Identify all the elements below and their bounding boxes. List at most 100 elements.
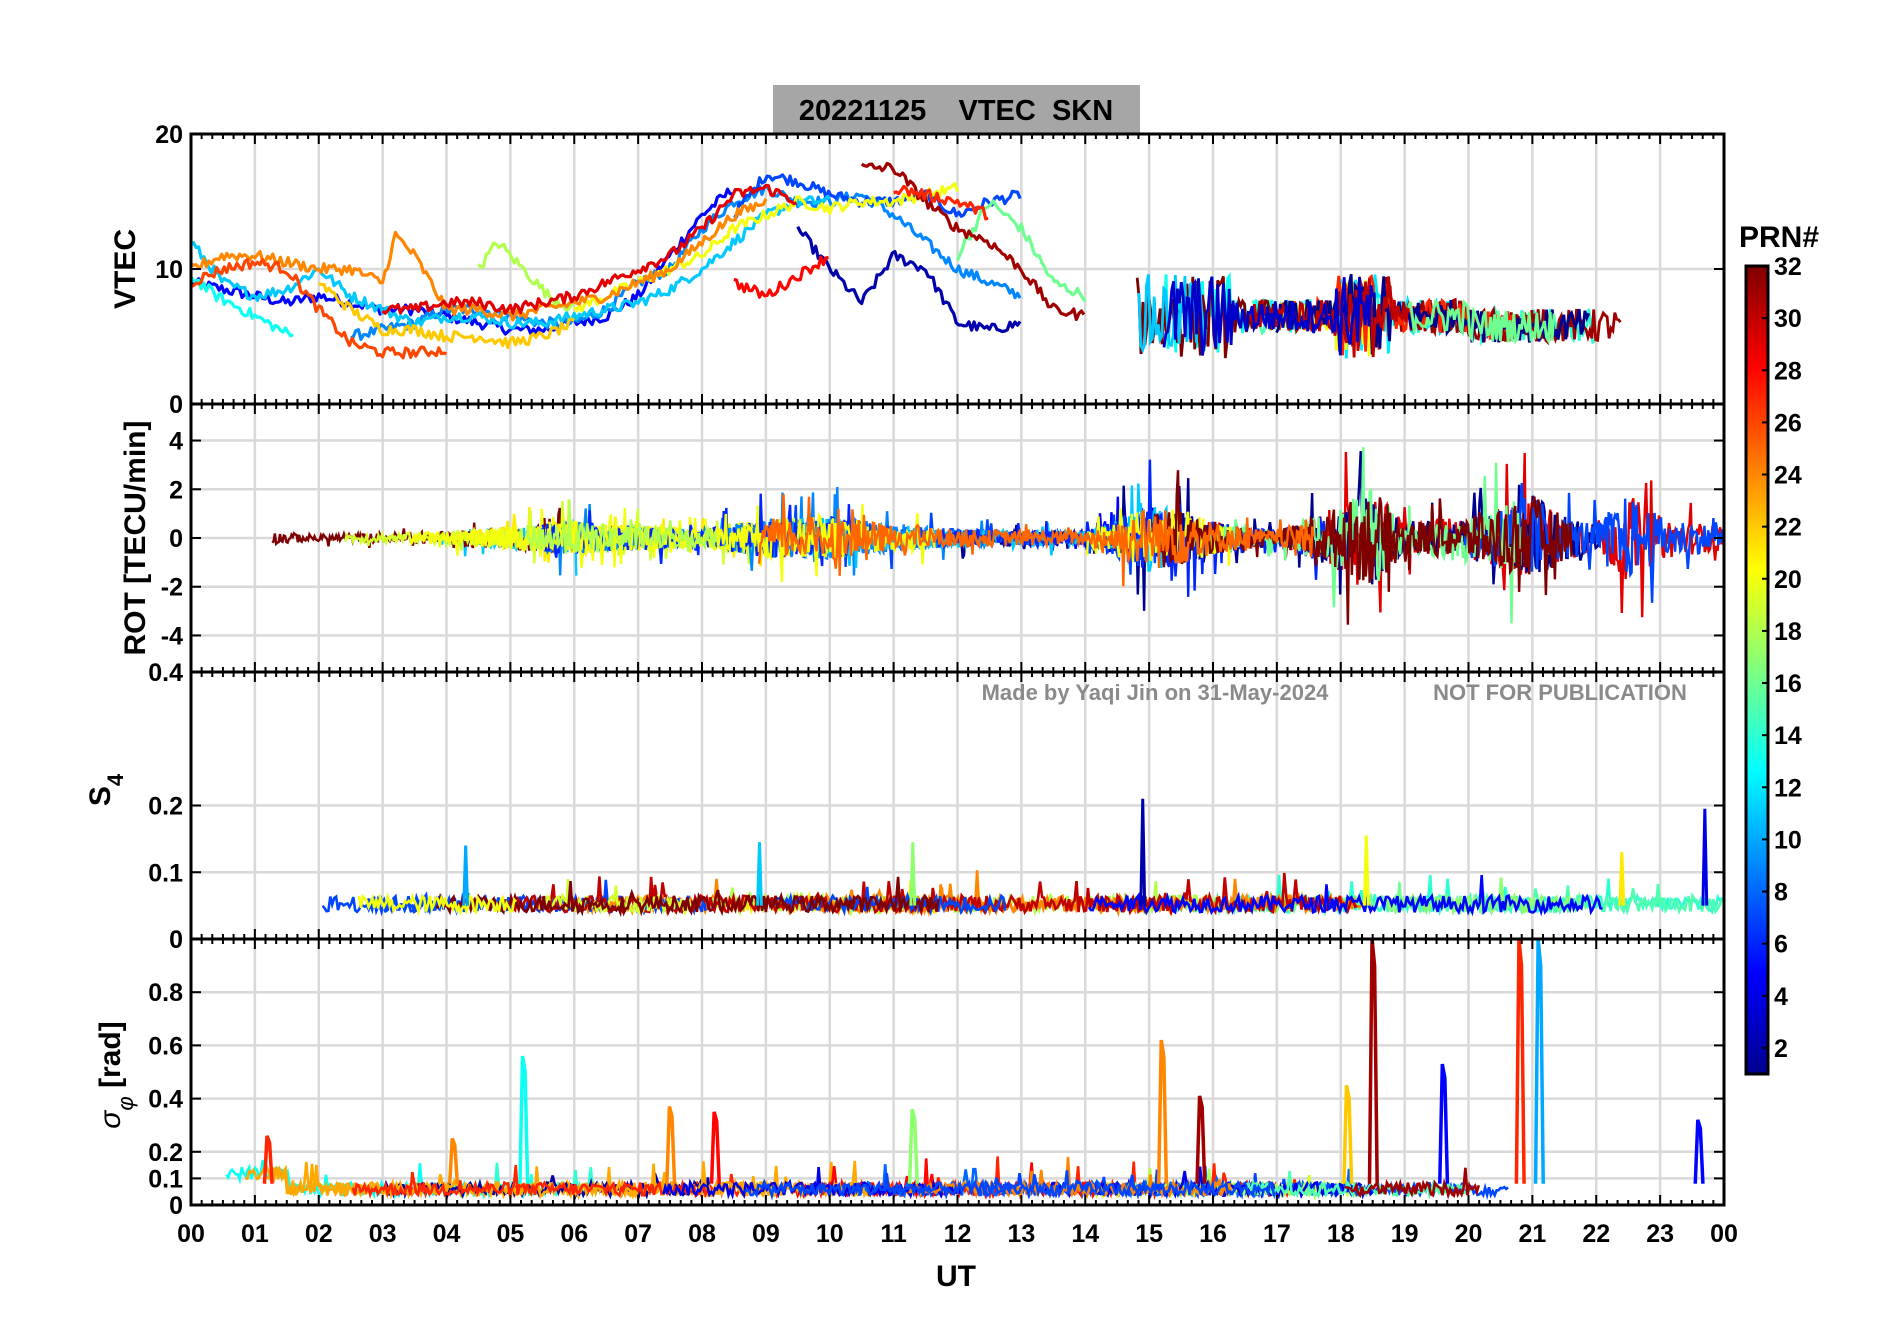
ylabel-rot: ROT [TECU/min]	[119, 421, 152, 656]
vtec-series-prn-2	[796, 226, 1022, 334]
sigphi-trace-prn-31	[1344, 1167, 1481, 1200]
sigphi-trace-prn-4	[662, 1166, 962, 1200]
ylabel-s4: S4	[84, 773, 128, 806]
colorbar-tick-label: 14	[1774, 722, 1802, 750]
x-tick-label: 04	[433, 1220, 461, 1248]
watermark-notice: NOT FOR PUBLICATION	[1433, 680, 1687, 705]
y-tick-label-sigphi: 0.8	[148, 979, 183, 1007]
sigphi-spike-prn-24	[1156, 1039, 1169, 1184]
colorbar-tick-label: 26	[1774, 409, 1802, 437]
panel-s4-data	[321, 798, 1724, 918]
x-tick-label: 16	[1199, 1220, 1227, 1248]
x-tick-labels: 00 01 02 03 04 05 06 07 08 09 10 11 12 13 14 15 16 17 18 19…	[177, 1220, 1738, 1248]
y-tick-label-sigphi: 0	[169, 1192, 183, 1220]
colorbar-tick-label: 10	[1774, 826, 1802, 854]
x-tick-label: 00	[177, 1220, 205, 1248]
s4-trace-prn-32	[436, 876, 940, 918]
colorbar-tick-label: 22	[1774, 514, 1802, 542]
s4-spike-prn-20	[1362, 835, 1370, 906]
s4-trace-prn-7	[772, 886, 1007, 917]
y-tick-label-sigphi: 0.6	[148, 1032, 183, 1060]
colorbar-tick-label: 12	[1774, 774, 1802, 802]
colorbar-tick-label: 8	[1774, 879, 1788, 907]
ylabel-sigphi: σφ [rad]	[94, 1021, 138, 1128]
vtec-series-prn-29	[381, 183, 798, 315]
x-tick-label: 17	[1263, 1220, 1291, 1248]
colorbar-gradient	[1744, 264, 1770, 1076]
sigphi-spike-prn-24	[447, 1137, 460, 1184]
vtec-series-prn-22	[318, 281, 576, 350]
sigphi-spike-prn-28	[709, 1111, 721, 1184]
sigphi-spike-prn-5	[1693, 1119, 1705, 1184]
s4-trace-prn-19	[538, 878, 692, 916]
colorbar-tick-label: 20	[1774, 566, 1802, 594]
vtec-band-trace	[1162, 276, 1375, 356]
x-tick-label: 08	[688, 1220, 716, 1248]
rot-trace-prn-20	[409, 503, 938, 582]
y-tick-label-rot: 4	[169, 428, 183, 456]
sigphi-trace-prn-7	[744, 1169, 1276, 1201]
x-tick-label: 01	[241, 1220, 269, 1248]
y-tick-label-sigphi: 0.1	[148, 1165, 183, 1193]
x-tick-label: 00	[1710, 1220, 1738, 1248]
rot-trace-prn-25	[758, 493, 1315, 587]
s4-spike-prn-10	[462, 845, 470, 906]
vtec-series-prn-28	[733, 255, 829, 299]
x-tick-label: 05	[496, 1220, 524, 1248]
colorbar-tick-label: 30	[1774, 305, 1802, 333]
x-tick-label: 12	[944, 1220, 972, 1248]
x-tick-label: 21	[1518, 1220, 1546, 1248]
x-tick-label: 10	[816, 1220, 844, 1248]
vtec-series-prn-31	[860, 161, 1086, 322]
s4-trace-prn-20	[357, 891, 518, 917]
x-tick-label: 22	[1582, 1220, 1610, 1248]
vtec-series-prn-27	[893, 184, 989, 221]
sigphi-spike-prn-31	[1195, 1095, 1207, 1184]
colorbar-tick-label: 4	[1774, 983, 1788, 1011]
colorbar-tick-label: 2	[1774, 1035, 1788, 1063]
vtec-series-prn-24	[191, 198, 768, 322]
y-tick-label-s4: 0.4	[148, 659, 183, 687]
vtec-band-trace	[1407, 298, 1556, 346]
x-tick-label: 06	[560, 1220, 588, 1248]
chart-title: 20221125 VTEC SKN	[799, 95, 1113, 127]
rot-trace-prn-18	[526, 499, 718, 554]
x-tick-label: 13	[1007, 1220, 1035, 1248]
x-axis-label: UT	[936, 1260, 976, 1293]
x-tick-label: 03	[369, 1220, 397, 1248]
s4-spike-prn-17	[909, 842, 917, 906]
x-tick-label: 14	[1071, 1220, 1099, 1248]
s4-spike-prn-2	[1139, 798, 1147, 906]
panel-sigphi-data	[225, 939, 1705, 1201]
x-tick-label: 11	[880, 1220, 907, 1248]
y-tick-label-vtec: 10	[155, 256, 183, 284]
panel-rot-data	[271, 447, 1724, 625]
y-tick-label-s4: 0.2	[148, 793, 183, 821]
title-box	[773, 85, 1140, 133]
colorbar-tick-label: 18	[1774, 618, 1802, 646]
y-tick-label-s4: 0.1	[148, 859, 183, 887]
vtec-series-prn-13	[191, 275, 294, 338]
sigphi-spike-prn-5	[1438, 1063, 1450, 1184]
vtec-series-prn-16	[956, 199, 1087, 303]
x-tick-label: 15	[1135, 1220, 1163, 1248]
vtec-series-prn-26	[191, 257, 447, 360]
colorbar-label: PRN#	[1739, 221, 1819, 254]
ylabel-vtec: VTEC	[109, 229, 142, 309]
y-tick-label-sigphi: 0.4	[148, 1086, 183, 1114]
watermark-author: Made by Yaqi Jin on 31-May-2024	[982, 680, 1330, 705]
sigphi-spike-prn-27	[262, 1135, 274, 1184]
y-tick-label-s4: 0	[169, 926, 183, 954]
sigphi-spike-prn-22	[1342, 1084, 1354, 1184]
s4-spike-prn-11	[756, 842, 763, 906]
x-tick-label: 18	[1327, 1220, 1355, 1248]
sigphi-trace-prn-7	[978, 1172, 1509, 1201]
x-tick-label: 19	[1391, 1220, 1419, 1248]
vtec-series-prn-18	[477, 241, 575, 312]
sigphi-spike-prn-13	[518, 1055, 530, 1184]
colorbar-tick-label: 28	[1774, 357, 1802, 385]
x-tick-label: 23	[1646, 1220, 1674, 1248]
